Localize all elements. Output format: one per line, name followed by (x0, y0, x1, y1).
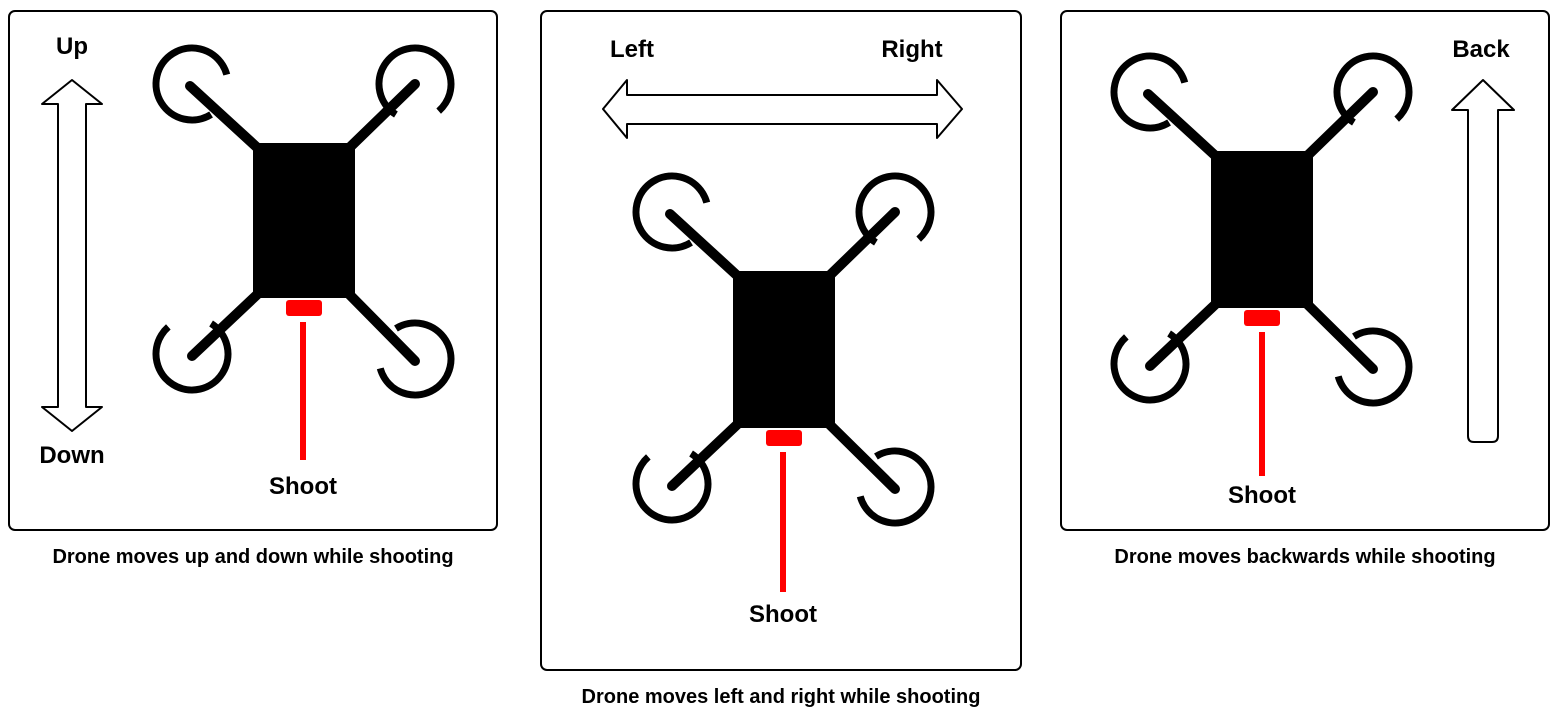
rotor-icon (152, 44, 232, 124)
rotor-icon (1333, 52, 1413, 132)
drone-arm (667, 415, 747, 491)
drone-arm (1298, 295, 1378, 374)
panel-up-down: Up Down Shoot Drone moves up and down wh… (8, 10, 498, 568)
drone-arm (187, 285, 267, 361)
up-down-arrow (41, 79, 103, 432)
drone-arm (340, 285, 420, 366)
drone-arm (1298, 87, 1378, 165)
rotor-icon (1110, 324, 1190, 404)
up-label: Up (56, 33, 88, 60)
shoot-label: Shoot (269, 473, 337, 500)
drone-arm (340, 79, 420, 157)
back-arrow (1451, 79, 1515, 443)
rotor-icon (375, 319, 455, 399)
drone-arm (820, 207, 900, 285)
drone-arm (665, 209, 747, 285)
rotor-icon (855, 172, 935, 252)
back-label: Back (1452, 36, 1510, 63)
shoot-label: Shoot (1228, 482, 1296, 509)
gun-icon (766, 430, 802, 446)
shot-line (780, 452, 786, 592)
drone-arm (820, 415, 900, 494)
gun-icon (1244, 310, 1280, 326)
shoot-label: Shoot (749, 601, 817, 628)
drone-body (733, 271, 835, 428)
rotor-icon (632, 172, 712, 252)
panel-back: Back Shoot Drone moves backwards while s… (1060, 10, 1550, 568)
drone-arm (185, 81, 267, 157)
rotor-icon (632, 444, 712, 524)
panel-caption: Drone moves backwards while shooting (1114, 546, 1495, 568)
drone-body (253, 143, 355, 298)
panel-caption: Drone moves left and right while shootin… (582, 686, 981, 708)
drone-arm (1143, 89, 1225, 165)
gun-icon (286, 300, 322, 316)
drone-arm (1145, 295, 1225, 371)
shot-line (1259, 332, 1265, 476)
panel-left-right: Left Right Shoot Drone moves left and ri… (540, 10, 1022, 708)
left-label: Left (610, 36, 654, 63)
drone (632, 172, 935, 592)
shot-line (300, 322, 306, 460)
rotor-icon (855, 447, 935, 527)
left-right-arrow (602, 79, 963, 139)
down-label: Down (39, 442, 104, 469)
drone (152, 44, 455, 460)
drone-body (1211, 151, 1313, 308)
rotor-icon (152, 314, 232, 394)
panel-caption: Drone moves up and down while shooting (52, 546, 453, 568)
right-label: Right (881, 36, 942, 63)
